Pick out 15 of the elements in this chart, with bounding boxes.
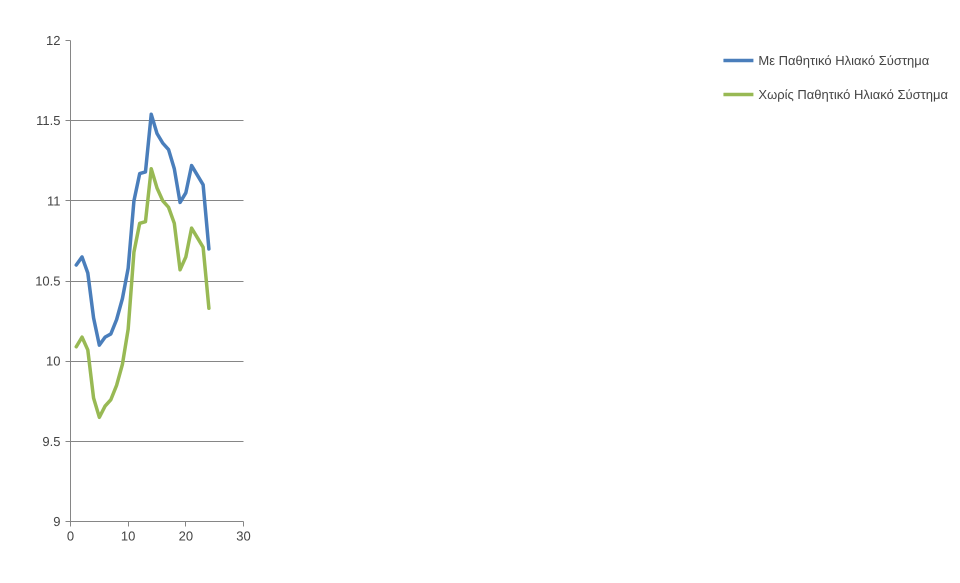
legend-label: Χωρίς Παθητικό Ηλιακό Σύστημα: [758, 86, 948, 102]
y-tick-label: 9.5: [42, 434, 61, 449]
x-tick-label: 10: [120, 528, 136, 544]
y-tick-label: 10.5: [35, 274, 61, 288]
y-tick-label: 11: [47, 193, 61, 208]
x-tick-label: 0: [66, 528, 74, 544]
y-tick-label: 10: [46, 354, 61, 369]
legend-label: Με Παθητικό Ηλιακό Σύστημα: [758, 52, 930, 68]
line-series: [74, 112, 211, 347]
y-tick-label: 9: [53, 514, 61, 529]
x-tick-label: 30: [236, 528, 251, 544]
y-tick-label: 12: [46, 33, 61, 48]
y-tick-label: 11.5: [36, 113, 61, 128]
x-tick-label: 20: [178, 528, 194, 544]
line-series: [74, 167, 211, 420]
